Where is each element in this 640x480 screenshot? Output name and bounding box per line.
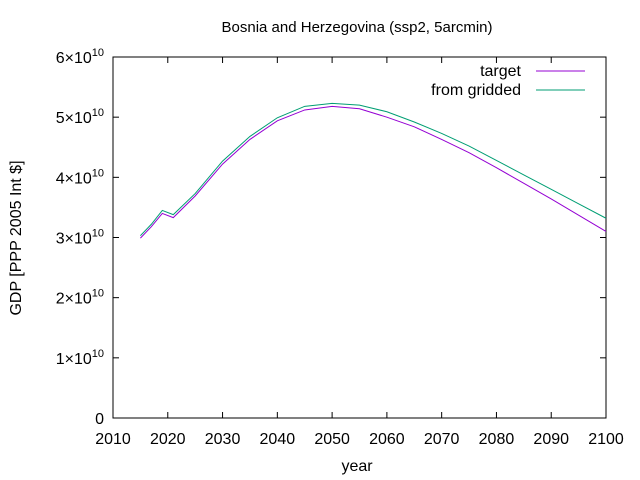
x-tick-label: 2060 xyxy=(369,431,405,448)
x-tick-label: 2080 xyxy=(479,431,515,448)
x-tick-label: 2100 xyxy=(588,431,624,448)
y-tick-label: 2×1010 xyxy=(56,288,104,308)
legend-label: target xyxy=(480,63,521,80)
y-tick-label: 1×1010 xyxy=(56,348,104,368)
plot-frame xyxy=(112,56,607,419)
x-tick-label: 2070 xyxy=(424,431,460,448)
series-line-from-gridded xyxy=(140,102,607,237)
series-layer xyxy=(140,102,607,239)
y-tick-label: 3×1010 xyxy=(56,228,104,248)
x-tick-label: 2050 xyxy=(314,431,350,448)
x-tick-label: 2040 xyxy=(260,431,296,448)
legend-label: from gridded xyxy=(431,82,521,99)
y-tick-label: 6×1010 xyxy=(56,47,104,67)
x-tick-label: 2090 xyxy=(533,431,569,448)
x-axis-ticks: 2010 2020 2030 2040 2050 2060 2070 2080 2090 2100 xyxy=(95,57,624,448)
x-tick-label: 2030 xyxy=(205,431,241,448)
y-tick-label: 4×1010 xyxy=(56,167,104,187)
x-tick-label: 2020 xyxy=(150,431,186,448)
chart-title: Bosnia and Herzegovina (ssp2, 5arcmin) xyxy=(222,19,493,36)
y-axis-label: GDP [PPP 2005 Int $] xyxy=(8,160,25,315)
x-axis-label: year xyxy=(341,458,373,475)
y-tick-label: 5×1010 xyxy=(56,107,104,127)
y-axis-ticks: 0 1×1010 2×1010 3×1010 4×1010 5×1010 6×1010 xyxy=(56,47,606,428)
series-line-target xyxy=(140,105,607,239)
x-tick-label: 2010 xyxy=(95,431,131,448)
legend: target from gridded xyxy=(431,63,585,99)
y-tick-label: 0 xyxy=(95,411,104,428)
